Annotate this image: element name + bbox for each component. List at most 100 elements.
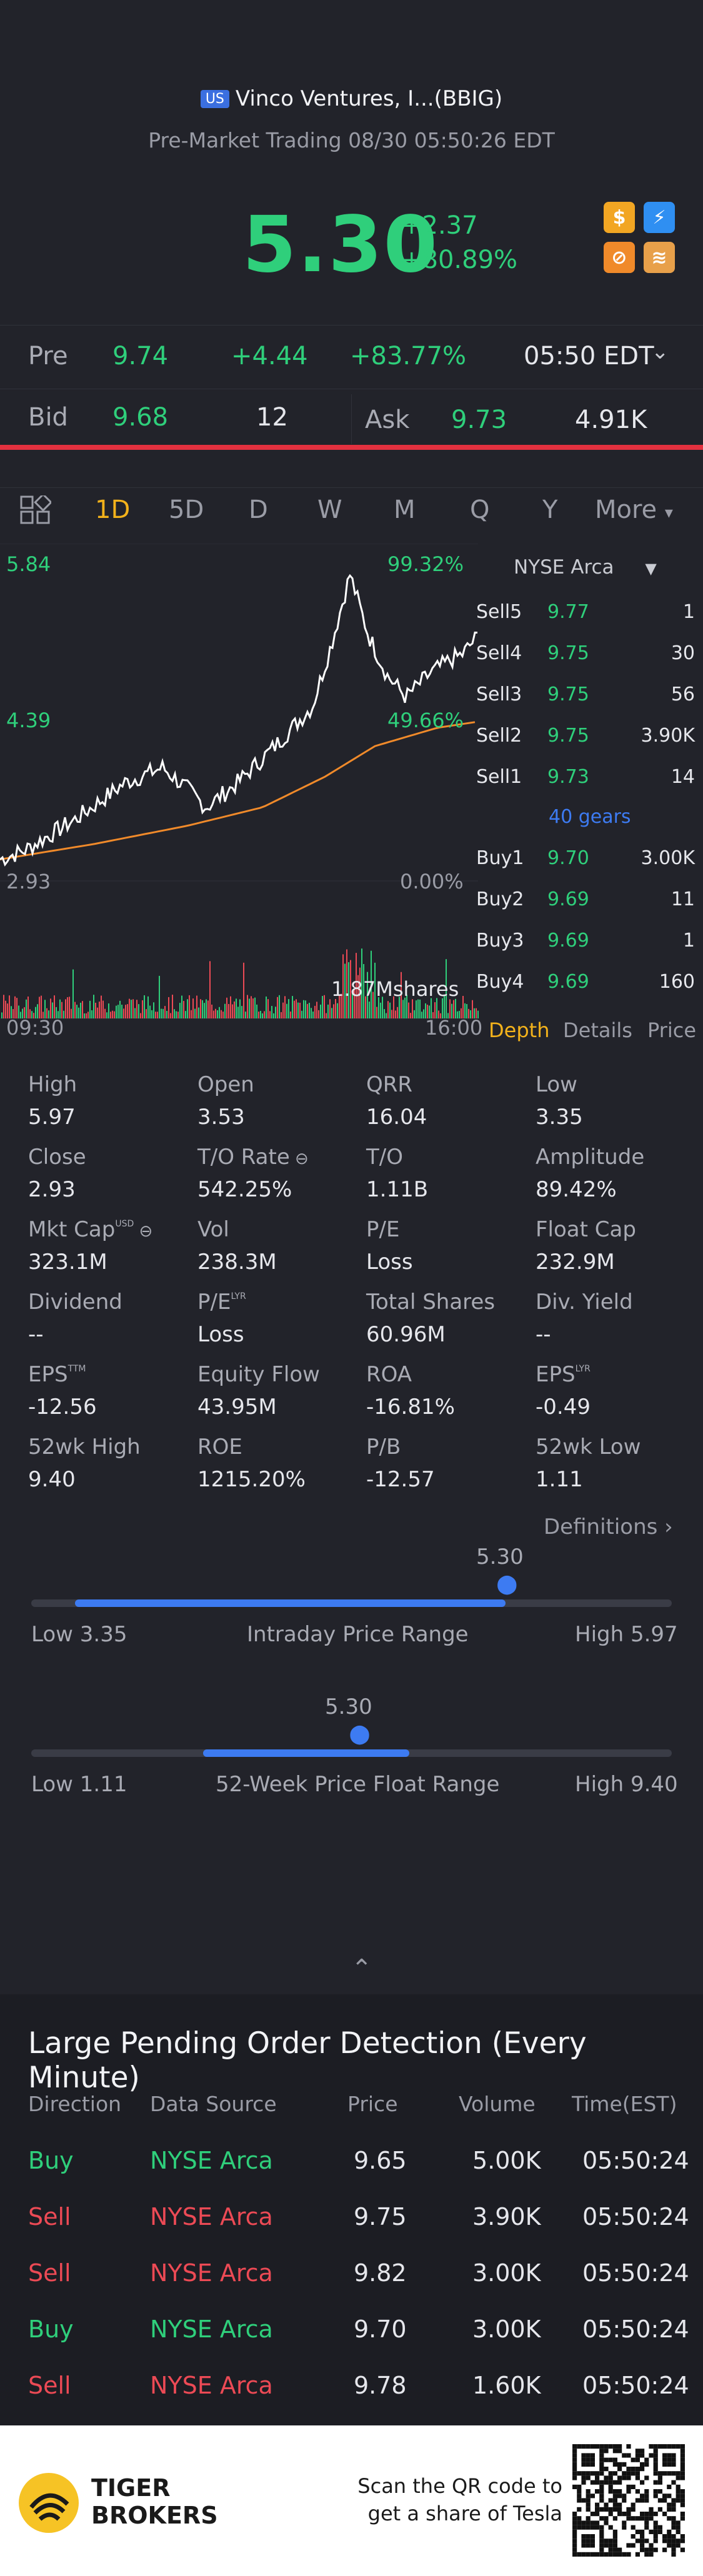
volume-bar bbox=[187, 999, 188, 1018]
sell-level-label: Sell3 bbox=[476, 684, 522, 705]
intraday-chart[interactable] bbox=[0, 544, 481, 1037]
tab-price[interactable]: Price bbox=[647, 1018, 697, 1042]
pre-market-row[interactable]: Pre 9.74 +4.44 +83.77% 05:50 EDT ⌄ bbox=[0, 325, 703, 387]
volume-bar bbox=[42, 1012, 44, 1018]
tab-q[interactable]: Q bbox=[470, 495, 490, 524]
qr-code-icon bbox=[572, 2444, 685, 2557]
info-icon[interactable]: ⊖ bbox=[289, 1150, 309, 1168]
volume-bar bbox=[434, 1002, 436, 1018]
tab-w[interactable]: W bbox=[317, 495, 342, 524]
volume-bar bbox=[339, 995, 340, 1018]
volume-bar bbox=[155, 1012, 156, 1018]
buy-level-label: Buy1 bbox=[476, 847, 524, 869]
chevron-up-icon[interactable]: ⌃ bbox=[351, 1954, 372, 1983]
volume-bar bbox=[333, 1004, 334, 1018]
stat-label: Close bbox=[28, 1145, 86, 1170]
tab-more[interactable]: More ▾ bbox=[595, 495, 673, 524]
lightning-icon[interactable]: ⚡ bbox=[644, 202, 675, 233]
stat-superscript: USD bbox=[115, 1219, 134, 1229]
volume-bar bbox=[162, 1008, 164, 1018]
volume-bar bbox=[234, 1001, 235, 1018]
order-direction: Sell bbox=[28, 2203, 71, 2230]
stat-label: 52wk Low bbox=[536, 1435, 641, 1460]
stat-value: 5.97 bbox=[28, 1105, 76, 1130]
volume-bar bbox=[378, 997, 379, 1018]
volume-bar bbox=[198, 1007, 199, 1018]
buy-level-price: 9.70 bbox=[547, 847, 589, 869]
volume-bar bbox=[395, 1010, 396, 1018]
exchange-selector[interactable]: NYSE Arca ▼ bbox=[514, 556, 657, 579]
volume-bar bbox=[421, 1012, 422, 1018]
intraday-pin-icon: ⬤ bbox=[496, 1573, 518, 1595]
volume-bar bbox=[207, 1000, 209, 1018]
order-price: 9.65 bbox=[354, 2147, 407, 2174]
brand-name-bottom: BROKERS bbox=[91, 2502, 218, 2529]
volume-bar bbox=[367, 972, 368, 1018]
volume-bar bbox=[299, 1002, 301, 1018]
volume-bar bbox=[442, 998, 443, 1018]
volume-bar bbox=[112, 1010, 113, 1018]
volume-bar bbox=[464, 1003, 466, 1018]
col-data-source: Data Source bbox=[150, 2092, 277, 2116]
volume-bar bbox=[436, 998, 437, 1018]
no-entry-icon[interactable]: ⊘ bbox=[604, 242, 635, 273]
volume-bar bbox=[453, 1000, 454, 1018]
volume-bar bbox=[402, 1000, 404, 1018]
volume-bar bbox=[232, 1004, 233, 1018]
volume-bar bbox=[224, 1003, 226, 1018]
order-volume: 1.60K bbox=[472, 2372, 541, 2399]
stat-value: -- bbox=[536, 1322, 551, 1347]
volume-bar bbox=[451, 1003, 452, 1018]
grid-layout-icon[interactable] bbox=[20, 493, 52, 530]
volume-bar bbox=[414, 1010, 415, 1018]
volume-bar bbox=[472, 1000, 473, 1018]
volume-bar bbox=[301, 1010, 302, 1018]
volume-bar bbox=[386, 1013, 387, 1018]
volume-bar bbox=[20, 1012, 21, 1018]
tab-y[interactable]: Y bbox=[542, 495, 558, 524]
volume-bar bbox=[264, 1011, 265, 1018]
dollar-icon[interactable]: $ bbox=[604, 202, 635, 233]
buy-level-size: 160 bbox=[659, 971, 695, 993]
volume-bar bbox=[374, 962, 376, 1018]
tab-5d[interactable]: 5D bbox=[169, 495, 204, 524]
volume-bar bbox=[179, 1003, 181, 1018]
tab-1d[interactable]: 1D bbox=[95, 495, 131, 524]
col-price: Price bbox=[347, 2092, 398, 2116]
tab-m[interactable]: M bbox=[394, 495, 416, 524]
tab-d[interactable]: D bbox=[249, 495, 268, 524]
caret-down-icon: ▾ bbox=[664, 504, 673, 522]
info-icon[interactable]: ⊖ bbox=[134, 1222, 153, 1241]
stat-value: 3.53 bbox=[197, 1105, 245, 1130]
stock-title[interactable]: US Vinco Ventures, I...(BBIG) bbox=[0, 86, 703, 111]
ask-label: Ask bbox=[365, 405, 410, 434]
volume-bar bbox=[121, 1005, 122, 1018]
period-tabs: 1D 5D D W M Q Y More ▾ bbox=[0, 487, 703, 531]
chevron-down-icon[interactable]: ⌄ bbox=[651, 339, 669, 364]
time-start: 09:30 bbox=[6, 1016, 64, 1040]
volume-bar bbox=[80, 1002, 81, 1018]
volume-bar bbox=[326, 1013, 327, 1018]
stat-label: T/O bbox=[366, 1145, 403, 1170]
intraday-title: Intraday Price Range bbox=[247, 1622, 469, 1647]
volume-bar bbox=[136, 1000, 137, 1018]
volume-bar bbox=[281, 1012, 282, 1018]
gears-link[interactable]: 40 gears bbox=[549, 806, 631, 828]
volume-bar bbox=[29, 1009, 31, 1018]
week52-marker-value: 5.30 bbox=[325, 1694, 372, 1719]
volume-bar bbox=[369, 1002, 370, 1018]
volume-bar bbox=[292, 996, 293, 1018]
stat-value: 1.11B bbox=[366, 1177, 429, 1202]
stat-value: 43.95M bbox=[197, 1395, 277, 1420]
tab-depth[interactable]: Depth bbox=[489, 1018, 550, 1042]
volume-bar bbox=[429, 1005, 430, 1018]
volume-bar bbox=[168, 997, 169, 1018]
sell-level-price: 9.75 bbox=[547, 725, 589, 747]
volume-bar bbox=[305, 1000, 306, 1018]
tab-details[interactable]: Details bbox=[563, 1018, 632, 1042]
volume-bar bbox=[365, 996, 366, 1018]
volume-bar bbox=[3, 995, 4, 1018]
definitions-link[interactable]: Definitions › bbox=[544, 1514, 673, 1539]
volume-bar bbox=[267, 999, 269, 1018]
graduation-cap-icon[interactable]: ≋ bbox=[644, 242, 675, 273]
